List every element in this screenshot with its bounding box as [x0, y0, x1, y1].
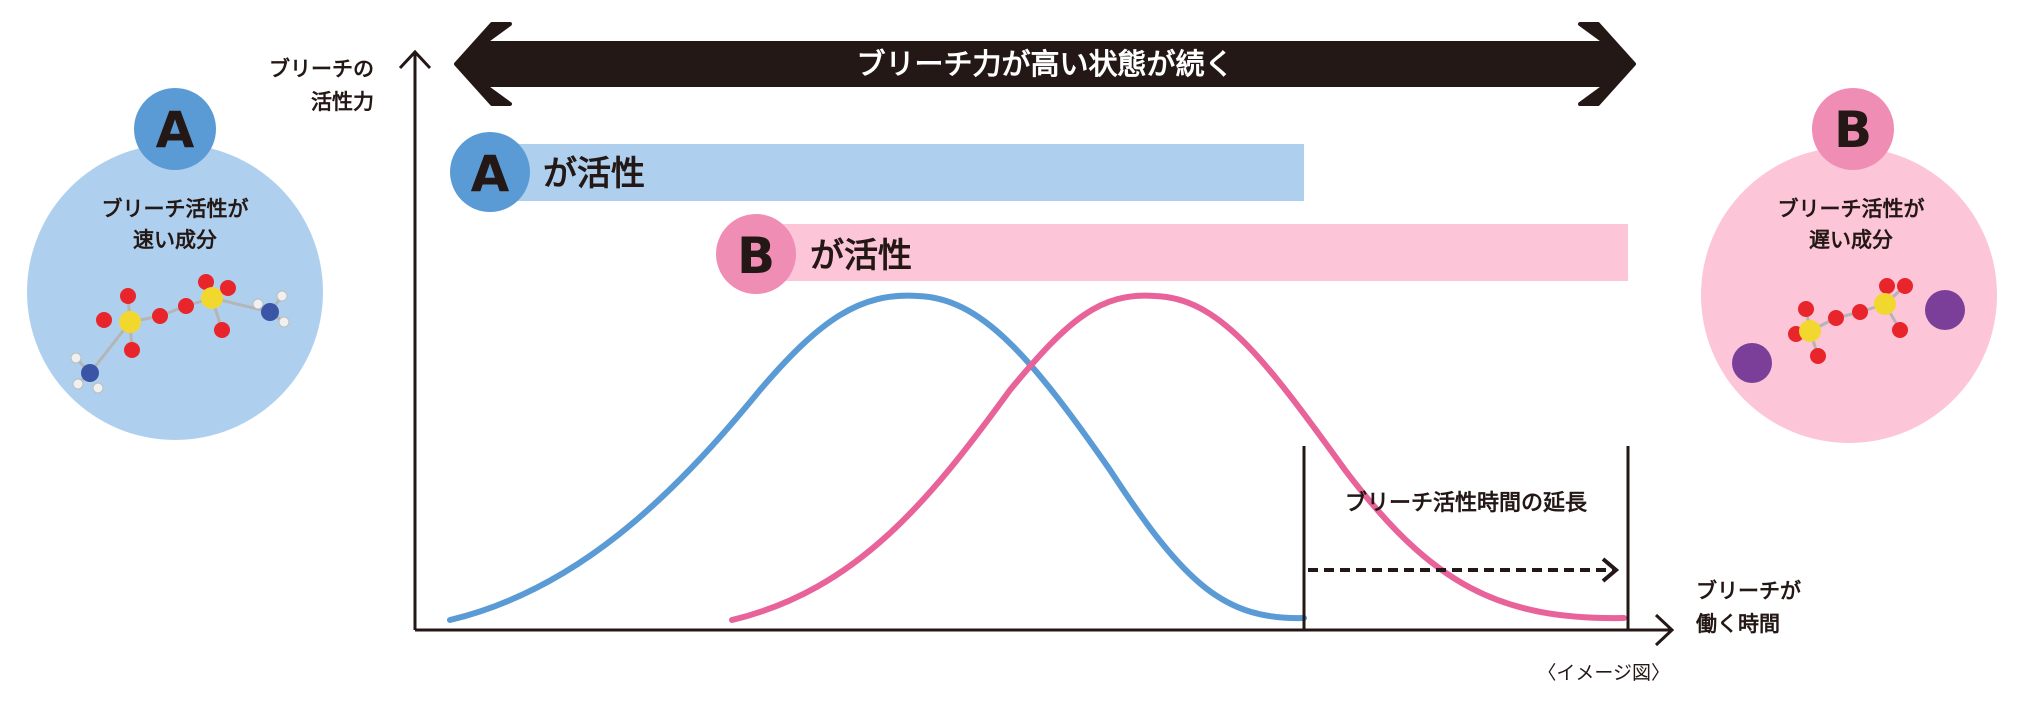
top-double-arrow: ブリーチ力が高い状態が続く: [454, 22, 1636, 106]
footnote-image-label: 〈イメージ図〉: [1537, 662, 1670, 684]
axes: [398, 49, 1675, 647]
bar-a-badge-letter: A: [471, 145, 510, 203]
x-axis-label-line1: ブリーチが: [1696, 579, 1801, 603]
component-b-description-line2: 遅い成分: [1809, 228, 1893, 252]
activity-extension-indicator: ブリーチ活性時間の延長: [1302, 446, 1630, 630]
extension-dashed-arrowhead: [1601, 557, 1620, 583]
bar-a-label: が活性: [543, 154, 645, 194]
component-a-badge: [134, 88, 216, 170]
component-a-panel: A ブリーチ活性が 速い成分: [27, 88, 323, 440]
bar-b-badge: [716, 214, 796, 294]
component-a-description-line1: ブリーチ活性が: [102, 197, 249, 221]
x-axis-label-line2: 働く時間: [1695, 612, 1780, 636]
bar-a-badge: [450, 132, 530, 212]
component-b-circle: [1701, 147, 1997, 443]
x-axis-arrowhead: [1654, 613, 1675, 647]
component-a-description-line2: 速い成分: [133, 228, 217, 252]
bar-b-fill: [756, 224, 1628, 281]
extension-label: ブリーチ活性時間の延長: [1345, 490, 1588, 516]
bar-a: A が活性: [450, 132, 1304, 212]
bar-b-badge-letter: B: [737, 227, 775, 285]
top-arrow-text: ブリーチ力が高い状態が続く: [856, 47, 1233, 81]
y-axis-label-line1: ブリーチの: [269, 57, 374, 81]
component-b-badge-letter: B: [1834, 101, 1872, 159]
component-a-circle: [27, 144, 323, 440]
y-axis-label-line2: 活性力: [311, 90, 374, 114]
component-b-description-line1: ブリーチ活性が: [1778, 197, 1925, 221]
component-a-activity-curve: [447, 292, 1307, 623]
component-a-molecule-illustration: [70, 274, 290, 394]
y-axis-arrowhead: [398, 49, 432, 70]
bar-b: B が活性: [716, 214, 1628, 294]
bar-b-label: が活性: [810, 236, 912, 276]
component-b-molecule-illustration: [1732, 278, 1965, 383]
component-b-activity-curve: [729, 292, 1627, 623]
top-double-arrow-shape: [454, 22, 1636, 106]
component-b-badge: [1812, 88, 1894, 170]
component-b-panel: B ブリーチ活性が 遅い成分: [1701, 88, 1997, 443]
bar-a-fill: [490, 144, 1304, 201]
component-a-badge-letter: A: [156, 101, 195, 159]
